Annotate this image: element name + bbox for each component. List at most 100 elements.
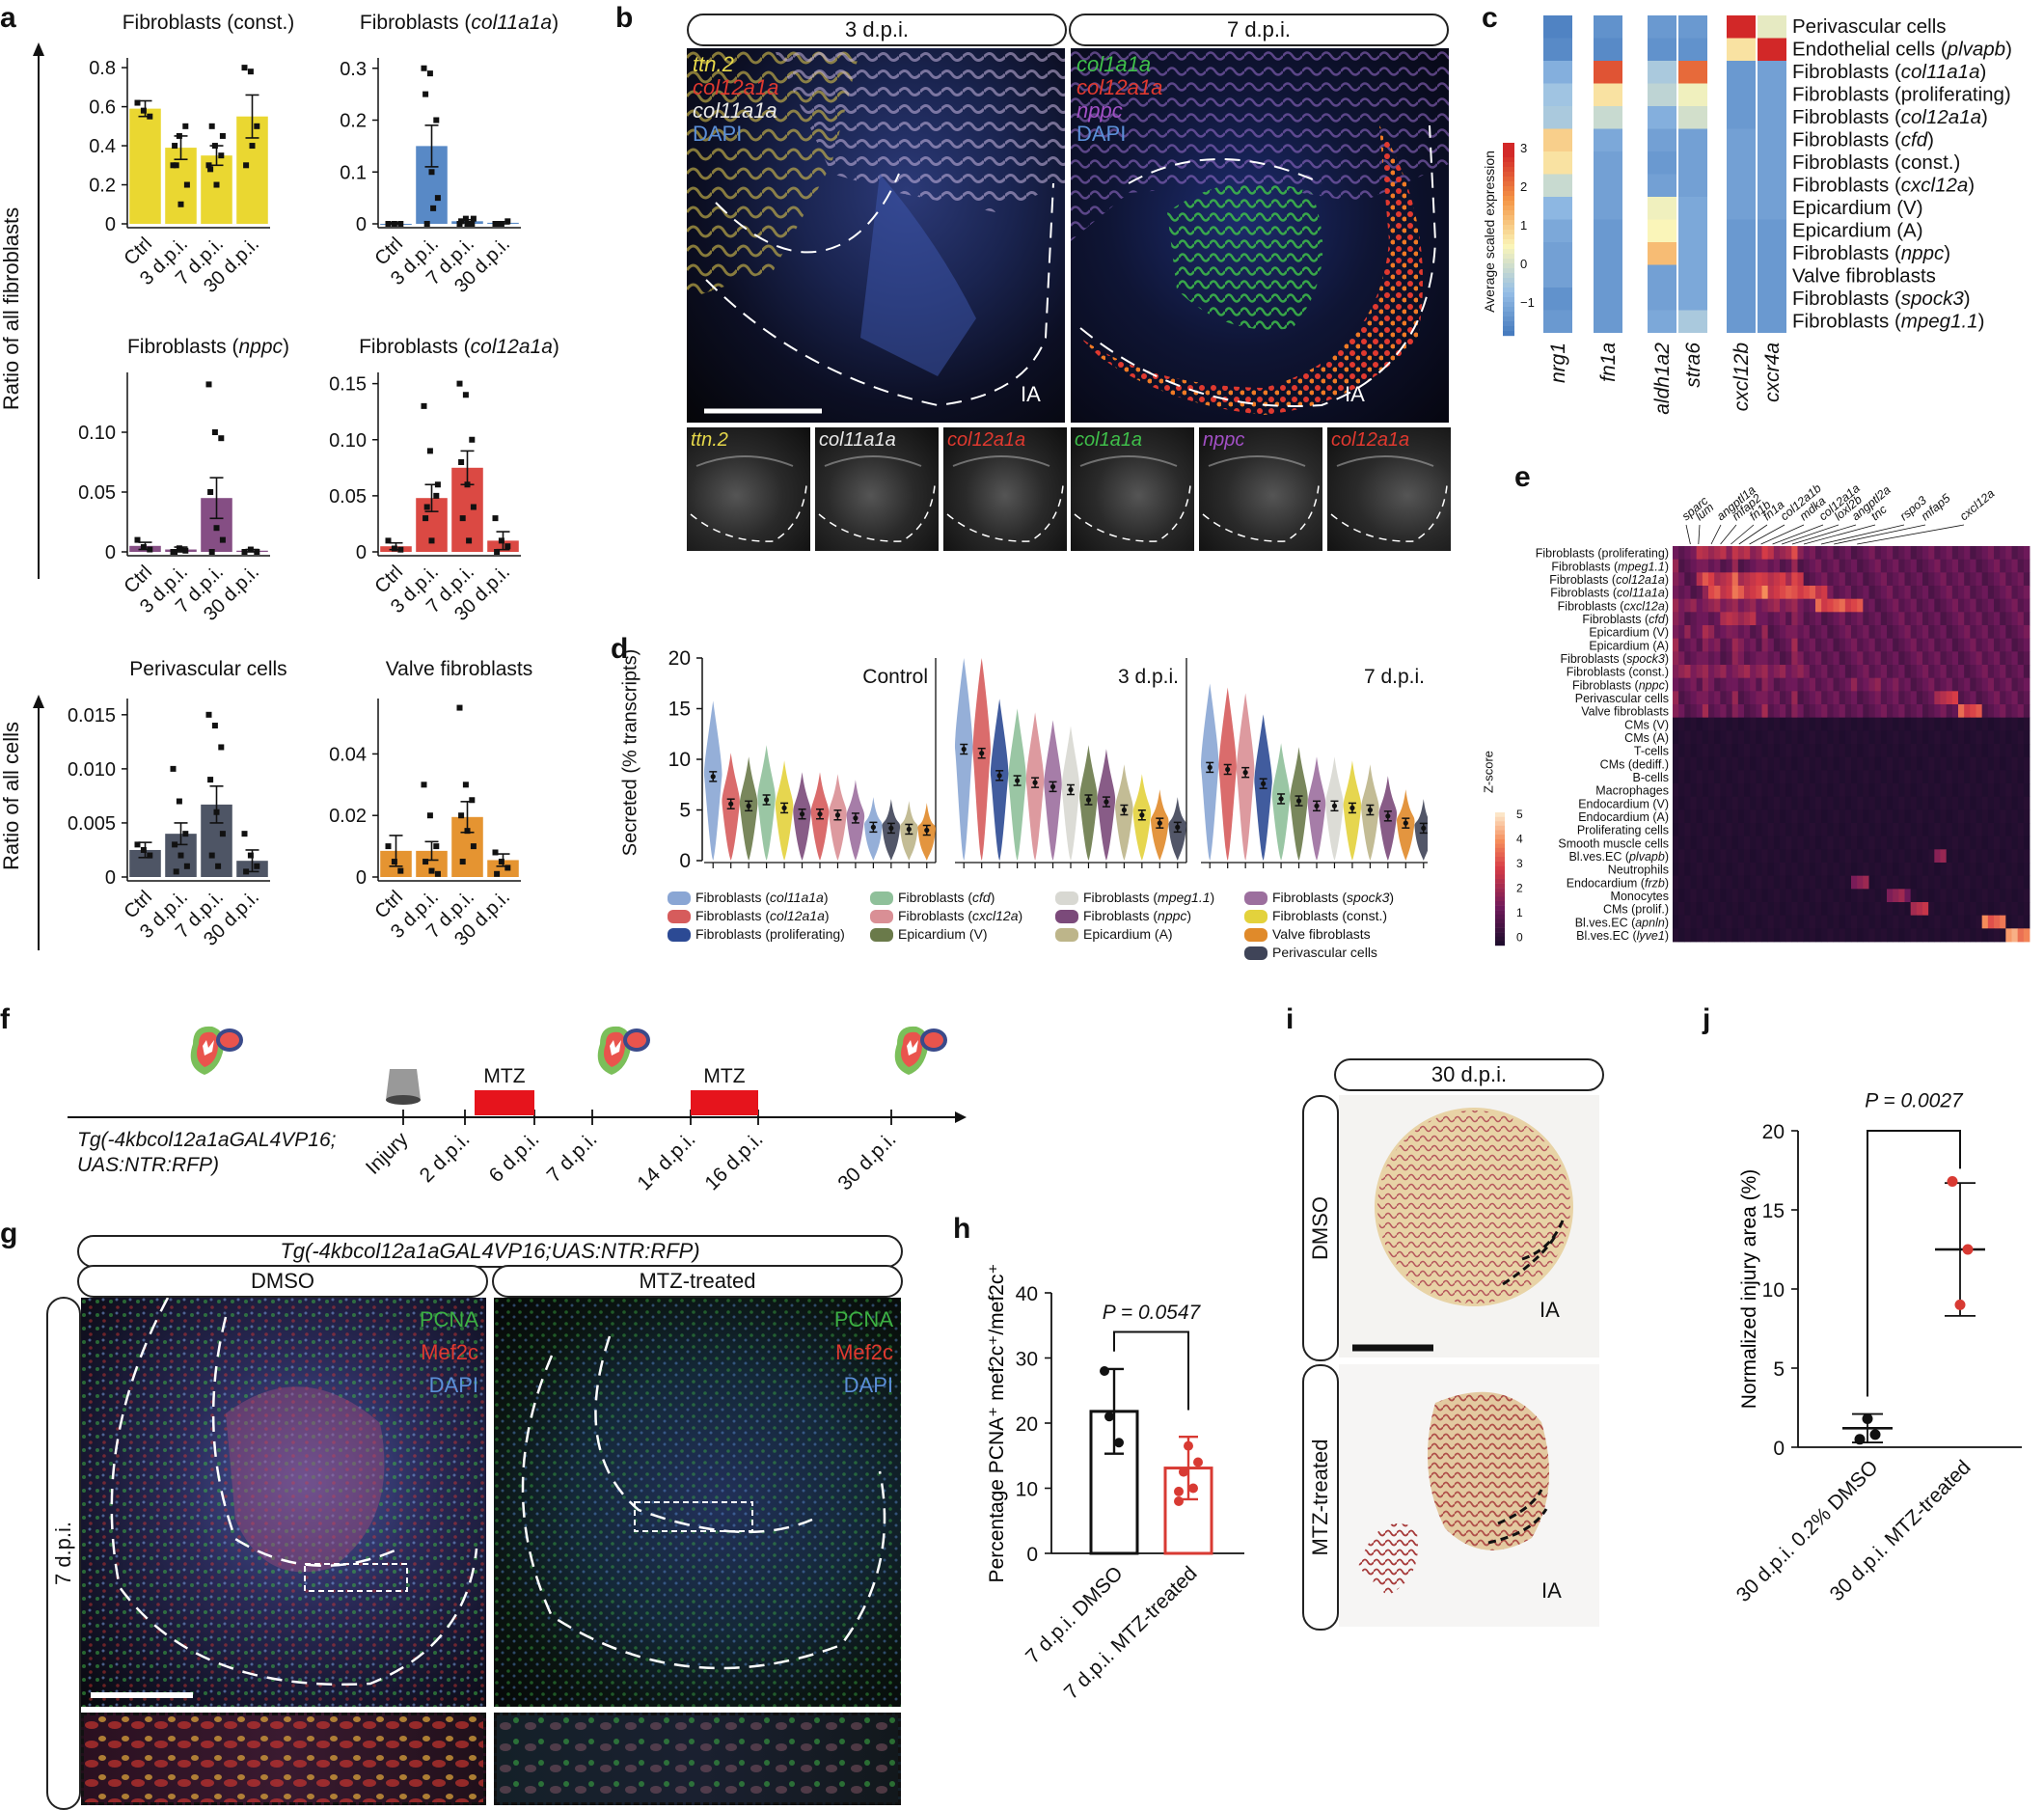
- heatmap-cell: [1839, 691, 1846, 705]
- heatmap-cell: [2011, 915, 2019, 929]
- heatmap-cell: [1981, 770, 1989, 784]
- heatmap-cell: [1727, 83, 1756, 106]
- heatmap-cell: [1720, 796, 1727, 810]
- heatmap-cell: [2000, 809, 2006, 824]
- heatmap-cell: [1803, 572, 1811, 587]
- colorbar-step: [1495, 883, 1505, 889]
- heatmap-cell: [2023, 875, 2030, 890]
- data-point: [243, 868, 250, 875]
- data-point: [140, 107, 147, 114]
- colorbar-step: [1503, 259, 1514, 264]
- heatmap-cell: [2023, 770, 2030, 784]
- data-point: [241, 831, 248, 837]
- heatmap-cell: [1821, 928, 1828, 943]
- heatmap-cell: [1928, 691, 1935, 705]
- heatmap-cell: [2005, 612, 2012, 626]
- heatmap-cell: [1785, 612, 1792, 626]
- heatmap-cell: [1970, 691, 1976, 705]
- heatmap-cell: [1761, 863, 1769, 877]
- colorbar-step: [1495, 927, 1505, 933]
- heatmap-cell: [1964, 665, 1971, 679]
- heatmap-cell: [1874, 928, 1882, 943]
- heatmap-cell: [1868, 809, 1876, 824]
- heatmap-cell: [1970, 704, 1976, 719]
- heatmap-cell: [1726, 691, 1733, 705]
- heatmap-cell: [1684, 928, 1691, 943]
- heatmap-cell: [1987, 875, 1995, 890]
- heatmap-cell: [1797, 756, 1805, 771]
- heart-icon: [190, 1026, 243, 1075]
- heatmap-cell: [1887, 704, 1894, 719]
- micro-7dpi-ia: IA: [1345, 382, 1365, 406]
- colorbar-step: [1503, 186, 1514, 192]
- heatmap-cell: [1887, 638, 1894, 652]
- heatmap-cell: [1803, 717, 1811, 731]
- heatmap-cell: [1970, 598, 1976, 613]
- heatmap-cell: [1994, 889, 2001, 903]
- colorbar-step: [1503, 273, 1514, 279]
- heatmap-cell: [1839, 889, 1846, 903]
- heatmap-cell: [1714, 651, 1721, 666]
- heatmap-cell: [1702, 744, 1709, 758]
- heatmap-cell: [1731, 915, 1739, 929]
- violin-median: [1385, 813, 1391, 819]
- heatmap-cell: [1648, 83, 1676, 106]
- heatmap-cell: [1648, 310, 1676, 333]
- heatmap-cell: [1803, 875, 1811, 890]
- heatmap-cell: [1827, 559, 1834, 573]
- heatmap-cell: [1987, 586, 1995, 600]
- y-tick-label: 0.3: [340, 59, 367, 80]
- heatmap-cell: [1964, 889, 1971, 903]
- heatmap-cell: [1809, 677, 1816, 692]
- heatmap-cell: [1833, 783, 1840, 798]
- heatmap-cell: [1904, 875, 1912, 890]
- heatmap-cell: [1981, 677, 1989, 692]
- heatmap-cell: [1720, 863, 1727, 877]
- heatmap-cell: [2017, 625, 2025, 640]
- heatmap-cell: [1970, 836, 1976, 850]
- heatmap-cell: [1731, 572, 1739, 587]
- chart-title: Valve fibroblasts: [386, 658, 533, 680]
- heatmap-cell: [1964, 796, 1971, 810]
- legend-label: Fibroblasts (mpeg1.1): [1083, 890, 1215, 905]
- heatmap-cell: [1833, 863, 1840, 877]
- heatmap-cell: [1827, 691, 1834, 705]
- heatmap-cell: [1684, 915, 1691, 929]
- heatmap-cell: [1916, 744, 1923, 758]
- chart-title: Perivascular cells: [129, 658, 286, 680]
- data-point: [241, 65, 248, 71]
- heatmap-cell: [1714, 586, 1721, 600]
- heatmap-cell: [1696, 783, 1703, 798]
- heatmap-cell: [1744, 704, 1751, 719]
- heatmap-cell: [1594, 310, 1622, 333]
- heatmap-cell: [1940, 809, 1948, 824]
- heatmap-cell: [1994, 677, 2001, 692]
- data-point: [456, 704, 463, 711]
- heatmap-cell: [1857, 586, 1864, 600]
- heatmap-cell: [1904, 651, 1912, 666]
- heatmap-cell: [1731, 559, 1739, 573]
- heatmap-cell: [1744, 796, 1751, 810]
- heatmap-cell: [1976, 889, 1983, 903]
- heatmap-cell: [1809, 572, 1816, 587]
- panel-i-row-mtz-text: MTZ-treated: [1308, 1439, 1332, 1556]
- heatmap-cell: [1737, 717, 1745, 731]
- heatmap-cell: [1726, 730, 1733, 745]
- heatmap-cell: [1863, 836, 1869, 850]
- heatmap-cell: [1964, 863, 1971, 877]
- heatmap-cell: [2023, 677, 2030, 692]
- heatmap-cell: [2023, 809, 2030, 824]
- heatmap-cell: [1714, 796, 1721, 810]
- heatmap-cell: [1702, 704, 1709, 719]
- heatmap-cell: [1928, 809, 1935, 824]
- row-label: CMs (V): [1624, 718, 1669, 731]
- colorbar-step: [1503, 148, 1514, 153]
- heatmap-cell: [1916, 756, 1923, 771]
- heatmap-cell: [1678, 902, 1685, 917]
- heatmap-cell: [1928, 836, 1935, 850]
- heatmap-cell: [1976, 836, 1983, 850]
- heatmap-cell: [1678, 651, 1685, 666]
- heatmap-cell: [1958, 586, 1965, 600]
- significance-bracket: [1113, 1330, 1189, 1411]
- violin-median: [834, 812, 841, 818]
